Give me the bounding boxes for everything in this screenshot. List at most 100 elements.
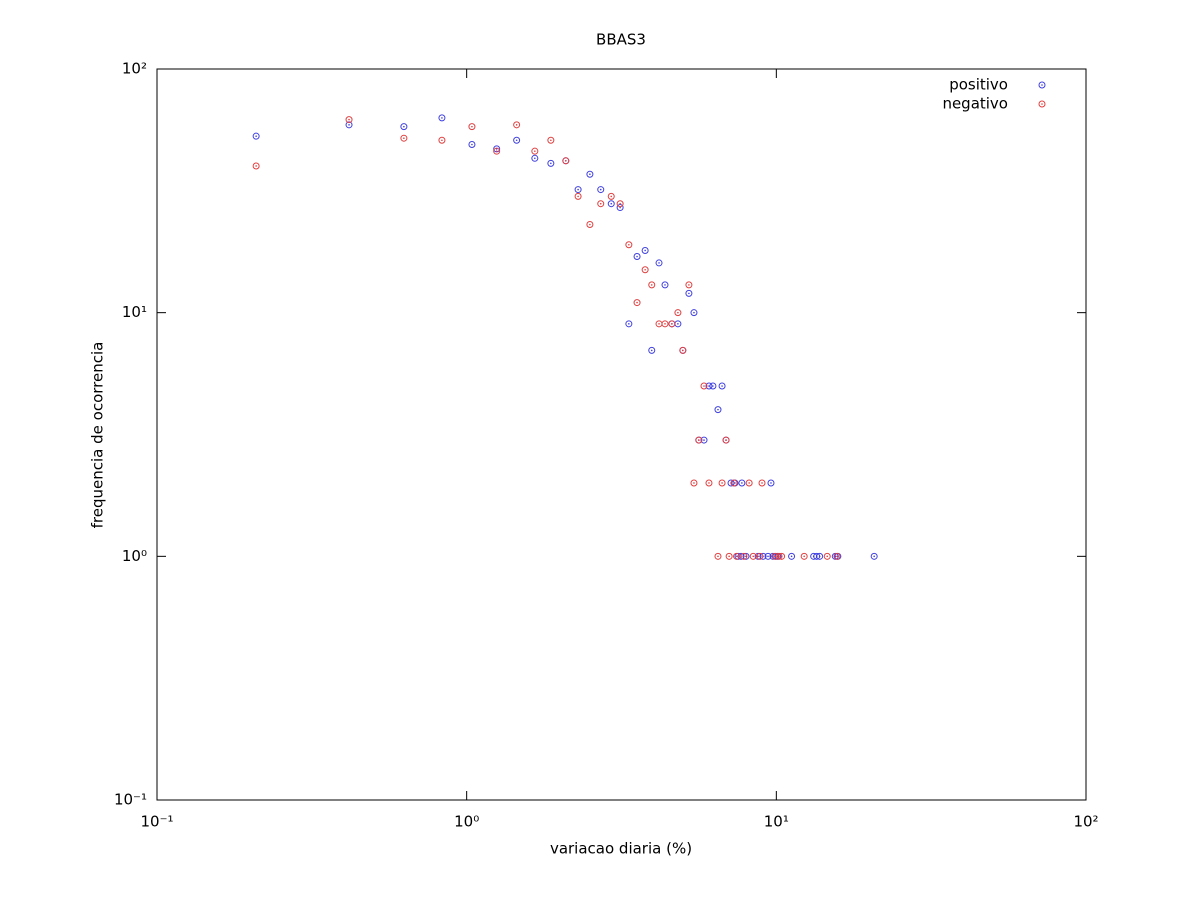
data-point bbox=[690, 479, 698, 487]
data-point-center bbox=[644, 268, 646, 271]
data-point-center bbox=[441, 139, 443, 142]
data-point-center bbox=[757, 555, 759, 558]
data-point-center bbox=[774, 555, 776, 558]
data-point bbox=[674, 309, 682, 317]
data-point bbox=[754, 552, 762, 560]
data-point-center bbox=[650, 284, 653, 286]
plot-frame bbox=[156, 68, 1087, 801]
data-point bbox=[764, 552, 772, 560]
data-point bbox=[771, 552, 779, 560]
data-point-center bbox=[780, 555, 783, 558]
data-point bbox=[738, 479, 746, 487]
chart-title: BBAS3 bbox=[596, 31, 646, 49]
data-point-center bbox=[717, 408, 719, 411]
data-point-center bbox=[515, 124, 518, 126]
data-point bbox=[633, 299, 641, 307]
data-point bbox=[438, 136, 446, 144]
data-point-center bbox=[708, 385, 710, 387]
data-point-center bbox=[708, 482, 710, 484]
data-point-center bbox=[495, 150, 498, 152]
data-point bbox=[800, 552, 808, 560]
data-point-center bbox=[403, 137, 405, 140]
data-point bbox=[625, 320, 633, 328]
data-point bbox=[778, 552, 786, 560]
data-point bbox=[733, 552, 741, 560]
data-point bbox=[823, 552, 831, 560]
data-point-center bbox=[790, 555, 793, 558]
legend-label: negativo bbox=[942, 95, 1008, 113]
data-point bbox=[252, 132, 260, 140]
data-point bbox=[597, 200, 605, 208]
data-point bbox=[668, 320, 676, 328]
data-point bbox=[700, 382, 708, 390]
data-point-center bbox=[733, 482, 735, 484]
data-point bbox=[607, 192, 615, 200]
data-point bbox=[756, 552, 764, 560]
data-point bbox=[493, 147, 501, 155]
data-point-center bbox=[348, 124, 350, 126]
data-point-center bbox=[471, 143, 473, 146]
data-point-center bbox=[650, 349, 653, 352]
y-axis-label: frequencia de ocorrencia bbox=[89, 342, 107, 529]
data-point bbox=[690, 309, 698, 317]
data-point bbox=[742, 552, 750, 560]
data-point bbox=[679, 346, 687, 354]
legend-label: positivo bbox=[949, 76, 1008, 94]
data-point-center bbox=[677, 311, 679, 314]
data-point bbox=[833, 552, 841, 560]
x-tick-label: 10¹ bbox=[764, 813, 789, 831]
data-point bbox=[597, 186, 605, 194]
data-point bbox=[709, 382, 717, 390]
legend-marker bbox=[1038, 81, 1046, 89]
data-point-center bbox=[752, 555, 755, 558]
data-point bbox=[718, 479, 726, 487]
data-point-center bbox=[873, 555, 875, 558]
data-point bbox=[400, 134, 408, 142]
data-point bbox=[547, 136, 555, 144]
data-point-center bbox=[770, 482, 772, 484]
data-point bbox=[705, 382, 713, 390]
data-point-center bbox=[741, 482, 743, 484]
data-point-center bbox=[550, 139, 552, 142]
data-point bbox=[641, 266, 649, 274]
data-point-center bbox=[703, 439, 705, 441]
x-tick-label: 10² bbox=[1073, 813, 1098, 831]
data-point-center bbox=[515, 139, 518, 142]
data-point-center bbox=[717, 555, 719, 558]
data-point-center bbox=[550, 162, 552, 165]
data-point-center bbox=[703, 385, 705, 387]
data-point bbox=[740, 552, 748, 560]
data-point-center bbox=[818, 555, 821, 558]
data-point-center bbox=[712, 385, 714, 387]
data-point bbox=[574, 186, 582, 194]
y-tick-label: 10² bbox=[122, 60, 147, 78]
data-point-center bbox=[589, 223, 591, 226]
data-point-center bbox=[664, 323, 666, 325]
data-point bbox=[870, 552, 878, 560]
data-point bbox=[767, 479, 775, 487]
data-point-center bbox=[565, 160, 567, 162]
data-point-center bbox=[255, 165, 257, 167]
data-point-center bbox=[728, 555, 730, 558]
data-point-center bbox=[599, 188, 602, 191]
data-point-center bbox=[636, 301, 638, 304]
data-point-center bbox=[589, 173, 591, 176]
y-tick-label: 10¹ bbox=[122, 303, 147, 321]
data-point bbox=[661, 320, 669, 328]
data-point bbox=[468, 123, 476, 131]
x-tick-label: 10⁰ bbox=[454, 813, 479, 831]
data-point bbox=[685, 281, 693, 289]
data-point bbox=[345, 116, 353, 124]
data-point-center bbox=[628, 243, 630, 246]
data-point-center bbox=[725, 439, 727, 441]
data-point-center bbox=[644, 249, 646, 252]
data-point-center bbox=[255, 135, 257, 137]
data-point bbox=[616, 200, 624, 208]
data-point-center bbox=[619, 202, 621, 205]
data-point bbox=[816, 552, 824, 560]
data-point bbox=[400, 123, 408, 131]
data-point-center bbox=[599, 202, 602, 205]
data-point-center bbox=[688, 284, 690, 286]
